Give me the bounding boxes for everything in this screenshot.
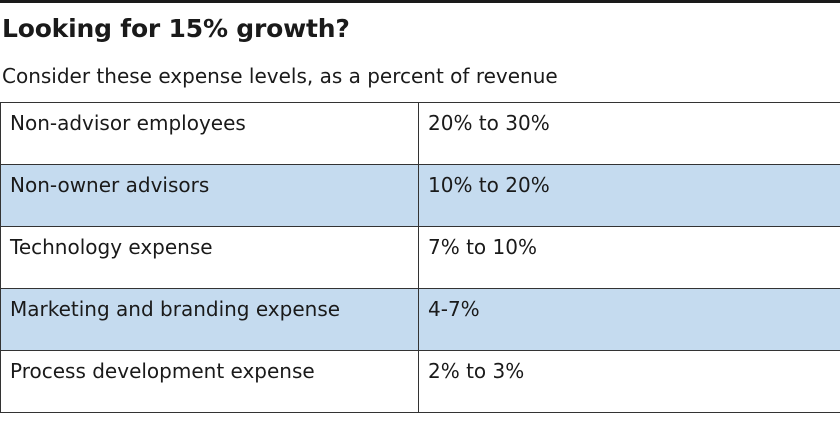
- table-row: Non-owner advisors 10% to 20%: [0, 164, 840, 227]
- category-cell: Marketing and branding expense: [0, 288, 419, 351]
- category-cell: Process development expense: [0, 350, 419, 413]
- table-row: Process development expense 2% to 3%: [0, 350, 840, 413]
- table-row: Marketing and branding expense 4-7%: [0, 288, 840, 351]
- range-cell: 7% to 10%: [418, 226, 840, 289]
- range-cell: 4-7%: [418, 288, 840, 351]
- range-cell: 20% to 30%: [418, 102, 840, 165]
- range-cell: 10% to 20%: [418, 164, 840, 227]
- table-row: Non-advisor employees 20% to 30%: [0, 102, 840, 165]
- table-row: Technology expense 7% to 10%: [0, 226, 840, 289]
- category-cell: Non-owner advisors: [0, 164, 419, 227]
- page-subtitle: Consider these expense levels, as a perc…: [2, 64, 558, 88]
- category-cell: Technology expense: [0, 226, 419, 289]
- range-cell: 2% to 3%: [418, 350, 840, 413]
- expense-table: Non-advisor employees 20% to 30% Non-own…: [0, 102, 840, 413]
- top-rule: [0, 0, 840, 3]
- page-title: Looking for 15% growth?: [2, 14, 350, 43]
- category-cell: Non-advisor employees: [0, 102, 419, 165]
